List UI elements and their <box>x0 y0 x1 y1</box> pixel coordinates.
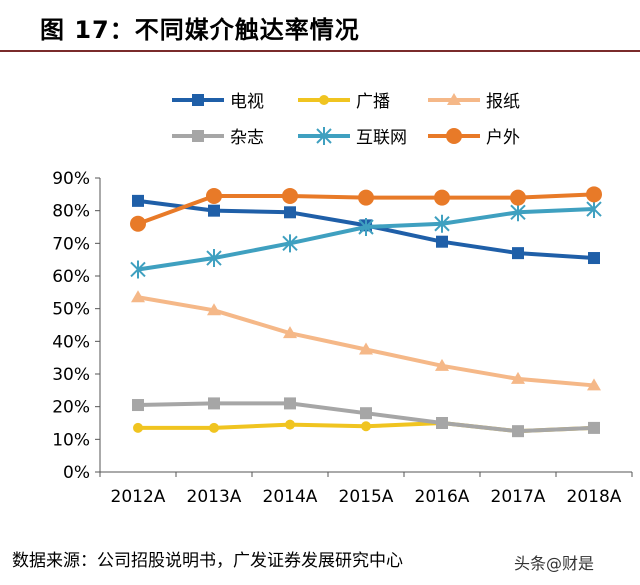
y-tick-label: 0% <box>63 463 90 483</box>
data-point-电视 <box>512 247 524 260</box>
data-point-户外 <box>206 187 222 204</box>
watermark: 头条@财是 <box>514 554 595 573</box>
data-point-电视 <box>208 204 220 217</box>
data-point-报纸 <box>207 303 221 316</box>
data-point-legend-电视 <box>192 94 204 106</box>
data-point-杂志 <box>588 421 600 434</box>
data-point-户外 <box>358 189 374 206</box>
data-point-户外 <box>434 189 450 206</box>
x-tick-label: 2017A <box>491 487 546 507</box>
source-note: 数据来源：公司招股说明书，广发证券发展研究中心 <box>12 551 403 571</box>
series-line-报纸 <box>137 295 595 388</box>
data-point-杂志 <box>284 397 296 410</box>
data-point-户外 <box>130 215 146 232</box>
data-point-互联网 <box>130 260 146 279</box>
x-tick-label: 2013A <box>187 487 242 507</box>
data-point-户外 <box>282 187 298 204</box>
data-point-legend-广播 <box>319 95 329 105</box>
data-point-电视 <box>284 206 296 219</box>
data-point-报纸 <box>359 342 373 355</box>
legend-label-杂志: 杂志 <box>230 128 264 148</box>
data-point-广播 <box>133 422 143 433</box>
data-point-互联网 <box>510 203 526 222</box>
x-tick-label: 2014A <box>263 487 318 507</box>
y-tick-label: 20% <box>52 398 90 418</box>
data-point-互联网 <box>206 249 222 268</box>
data-point-报纸 <box>587 378 601 391</box>
x-tick-label: 2012A <box>111 487 166 507</box>
x-tick-label: 2015A <box>339 487 394 507</box>
line-chart: 0% 10% 20% 30% 40% 50% 60% 70% 80% 90% 2012A 2013A 2… <box>52 92 633 507</box>
y-tick-label: 30% <box>52 365 90 385</box>
y-tick-label: 40% <box>52 332 90 352</box>
y-tick-label: 50% <box>52 300 90 320</box>
data-point-广播 <box>361 421 371 432</box>
y-tick-label: 70% <box>52 234 90 254</box>
data-point-legend-互联网 <box>316 127 332 145</box>
x-tick-label: 2018A <box>567 487 622 507</box>
data-point-电视 <box>436 235 448 248</box>
legend-label-户外: 户外 <box>486 128 520 148</box>
data-point-互联网 <box>434 214 450 233</box>
data-point-报纸 <box>283 326 297 339</box>
data-point-报纸 <box>511 371 525 384</box>
figure-title: 图 17：不同媒介触达率情况 <box>40 16 360 44</box>
title-underline <box>0 50 640 52</box>
data-point-杂志 <box>436 417 448 429</box>
data-point-报纸 <box>131 290 145 303</box>
data-point-杂志 <box>360 407 372 420</box>
y-tick-label: 80% <box>52 202 90 222</box>
data-point-杂志 <box>132 399 144 412</box>
y-tick-label: 90% <box>52 169 90 189</box>
data-point-互联网 <box>586 200 602 219</box>
data-point-广播 <box>209 422 219 433</box>
data-point-互联网 <box>282 234 298 253</box>
data-point-legend-户外 <box>446 128 462 144</box>
data-point-广播 <box>285 419 295 430</box>
figure-title-bar: 图 17：不同媒介触达率情况 <box>0 0 640 50</box>
data-point-互联网 <box>358 218 374 236</box>
data-point-户外 <box>586 186 602 203</box>
data-point-电视 <box>588 252 600 265</box>
y-tick-label: 60% <box>52 267 90 287</box>
data-point-户外 <box>510 189 526 206</box>
y-tick-label: 10% <box>52 430 90 450</box>
legend-label-广播: 广播 <box>356 92 390 112</box>
legend-label-电视: 电视 <box>230 92 264 112</box>
legend-label-互联网: 互联网 <box>356 128 407 148</box>
data-point-报纸 <box>435 358 449 371</box>
legend-label-报纸: 报纸 <box>486 92 520 112</box>
data-point-杂志 <box>208 397 220 410</box>
x-tick-label: 2016A <box>415 487 470 507</box>
data-point-杂志 <box>512 425 524 438</box>
data-point-电视 <box>132 194 144 207</box>
data-point-legend-杂志 <box>192 130 204 142</box>
data-point-legend-报纸 <box>447 93 461 105</box>
